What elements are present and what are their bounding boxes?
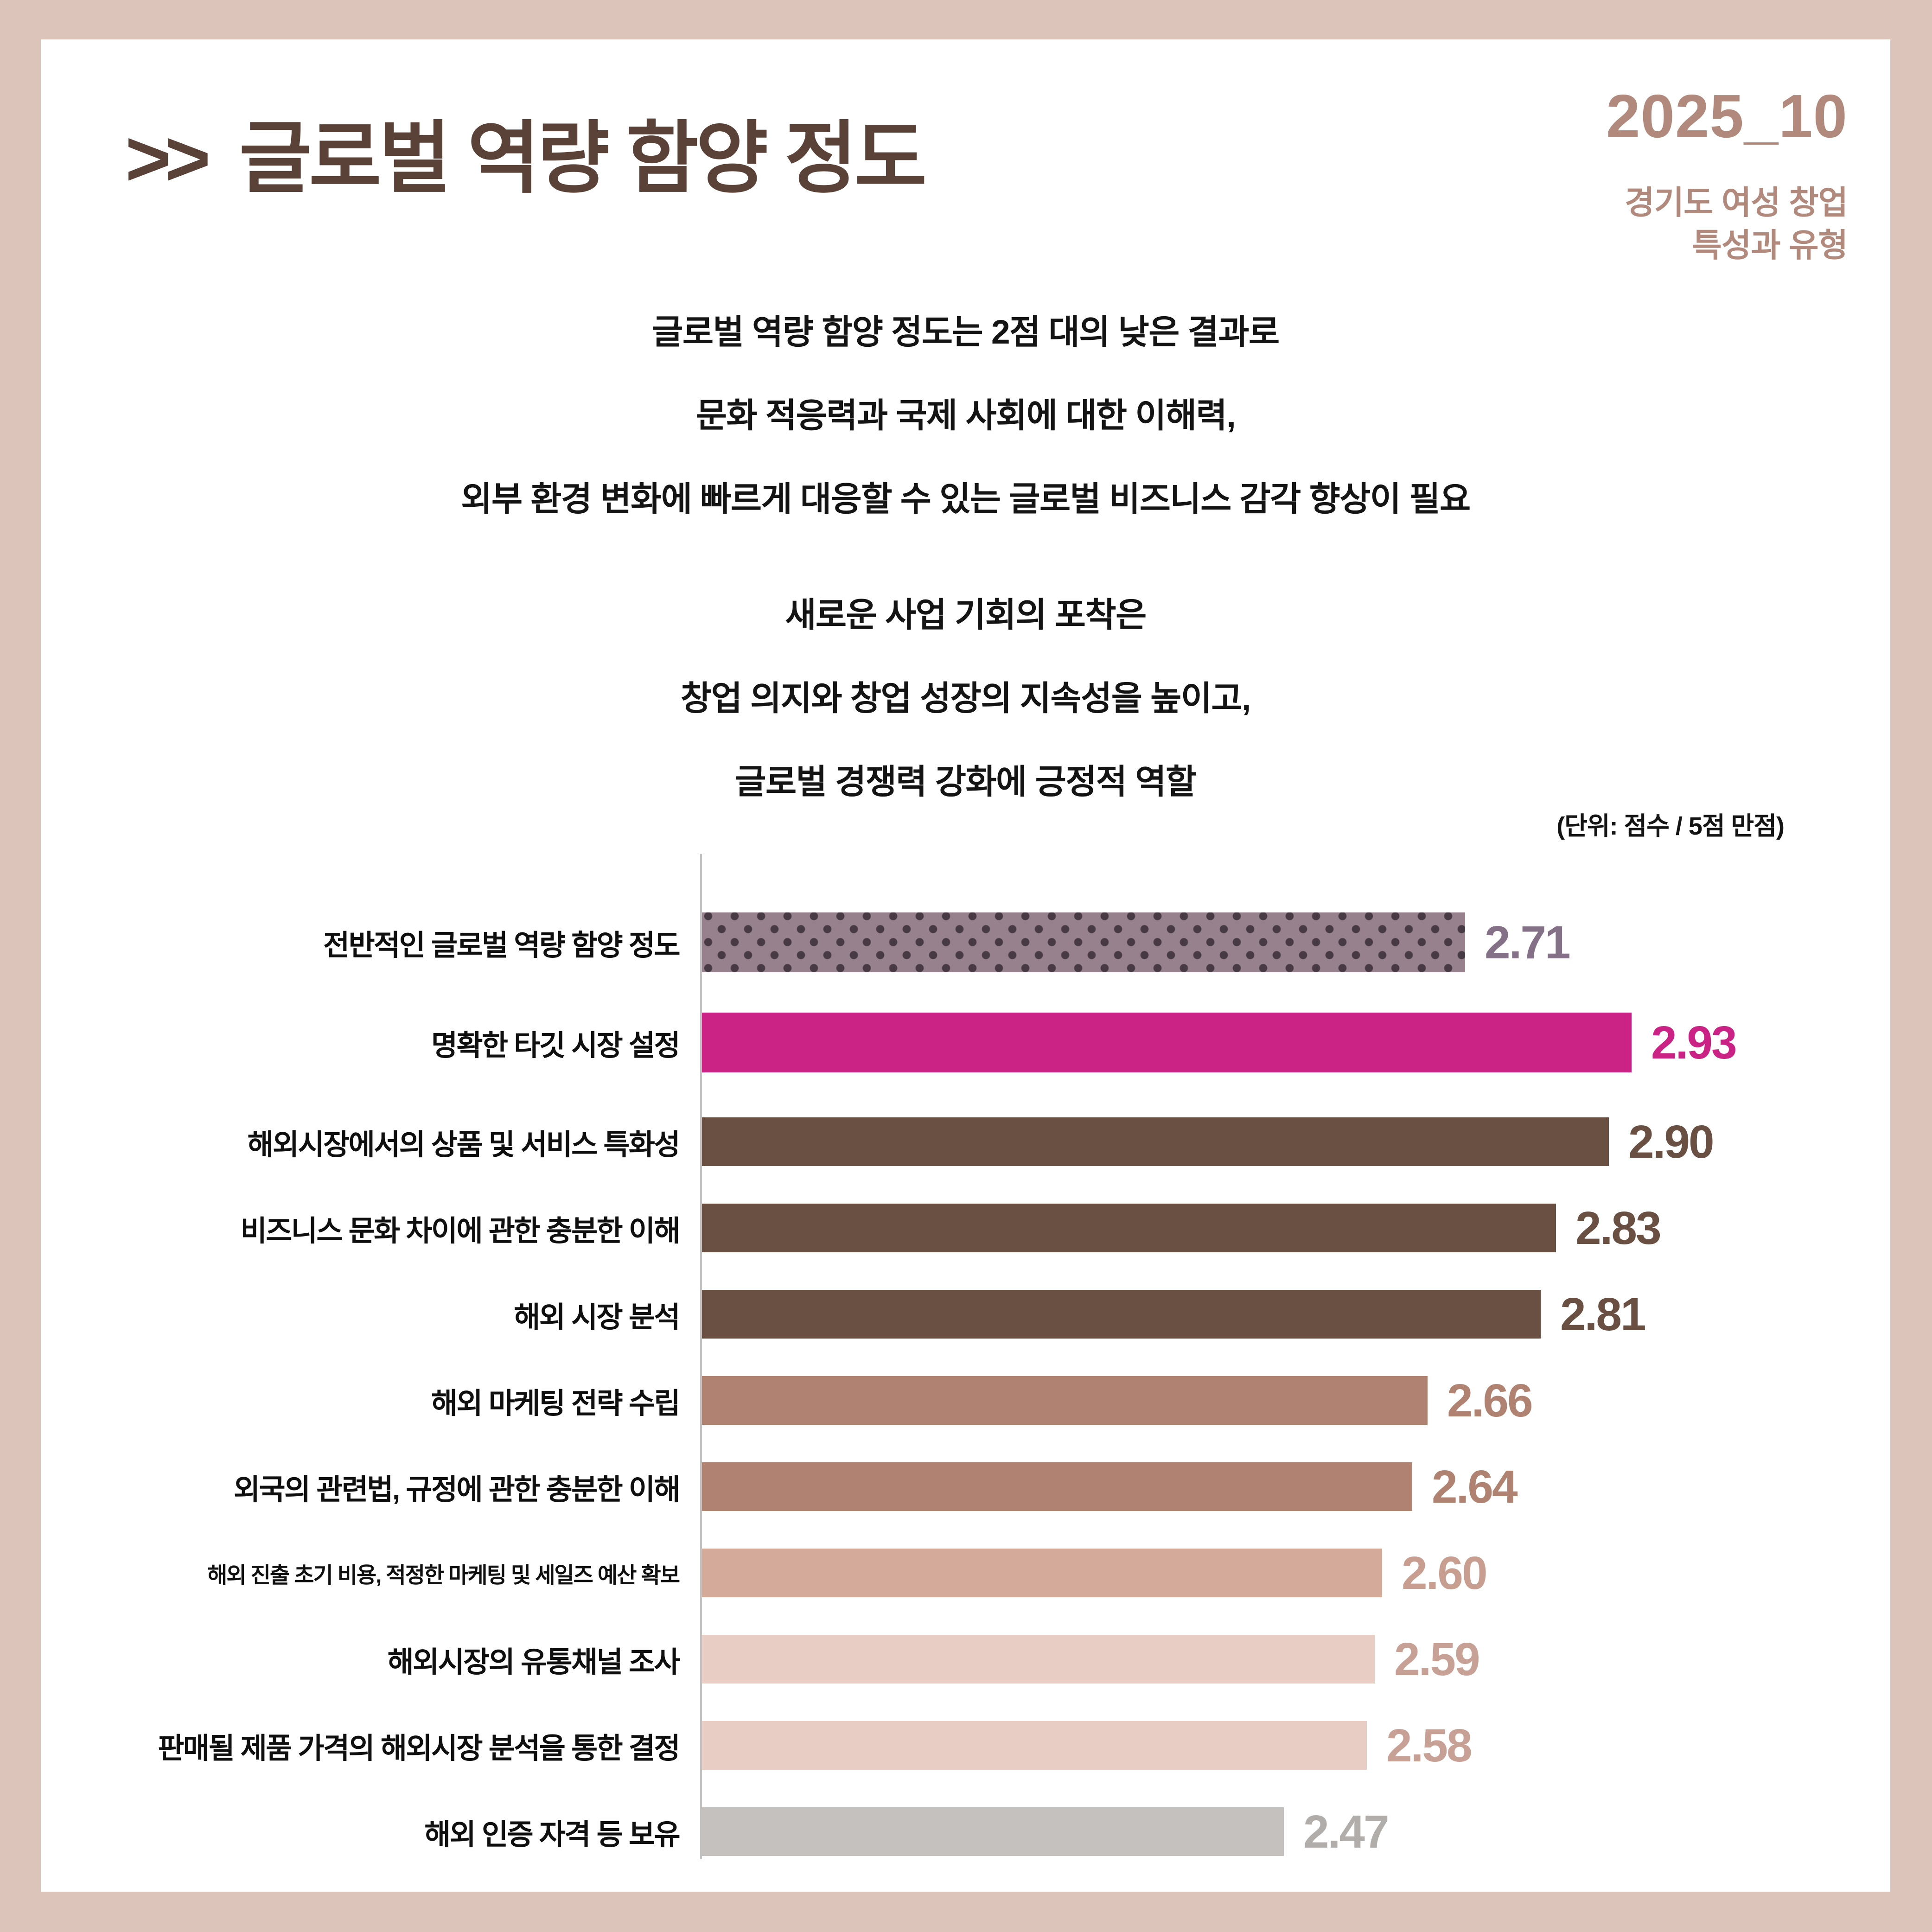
value-label: 2.64 [1432, 1460, 1518, 1513]
bar [702, 1204, 1556, 1252]
value-label: 2.71 [1485, 916, 1571, 969]
report-subtitle-line1: 경기도 여성 창업 [1625, 185, 1848, 221]
value-label: 2.83 [1575, 1202, 1662, 1254]
bar-chart: 전반적인 글로벌 역량 함양 정도 2.71 명확한 타깃 시장 설정 2.93 해외시… [41, 854, 1890, 1859]
chart-row: 해외시장에서의 상품 및 서비스 특화성 2.90 [41, 1117, 1890, 1166]
double-chevron-icon: >> [125, 115, 211, 203]
chart-row: 판매될 제품 가격의 해외시장 분석을 통한 결정 2.58 [41, 1721, 1890, 1770]
category-label: 해외 진출 초기 비용, 적정한 마케팅 및 세일즈 예산 확보 [207, 1562, 680, 1587]
category-label: 판매될 제품 가격의 해외시장 분석을 통한 결정 [158, 1732, 680, 1765]
intro-line: 글로벌 역량 함양 정도는 2점 대의 낮은 결과로 [652, 313, 1280, 351]
bar [702, 1013, 1632, 1072]
value-label: 2.47 [1303, 1805, 1390, 1858]
bar [702, 1117, 1609, 1166]
value-label: 2.59 [1394, 1633, 1480, 1685]
chart-row: 전반적인 글로벌 역량 함양 정도 2.71 [41, 912, 1890, 972]
bar [702, 1376, 1428, 1425]
intro-line: 문화 적응력과 국제 사회에 대한 이해력, [695, 397, 1236, 434]
chart-row: 해외시장의 유통채널 조사 2.59 [41, 1635, 1890, 1683]
bar [702, 1635, 1375, 1683]
category-label: 외국의 관련법, 규정에 관한 충분한 이해 [234, 1473, 681, 1506]
bar [702, 1462, 1412, 1511]
bar [702, 912, 1465, 972]
chart-row: 해외 시장 분석 2.81 [41, 1290, 1890, 1339]
intro-line: 글로벌 경쟁력 강화에 긍정적 역할 [735, 763, 1197, 801]
chart-axis-line [700, 854, 702, 1859]
category-label: 해외시장의 유통채널 조사 [387, 1646, 681, 1678]
chart-row: 해외 진출 초기 비용, 적정한 마케팅 및 세일즈 예산 확보 2.60 [41, 1549, 1890, 1597]
value-label: 2.60 [1402, 1547, 1488, 1599]
category-label: 해외 시장 분석 [514, 1301, 680, 1333]
page-title-text: 글로벌 역량 함양 정도 [239, 115, 927, 203]
bar [702, 1721, 1367, 1770]
value-label: 2.93 [1651, 1016, 1737, 1069]
report-subtitle-line2: 특성과 유형 [1692, 227, 1848, 264]
chart-row: 해외 마케팅 전략 수립 2.66 [41, 1376, 1890, 1425]
chart-row: 비즈니스 문화 차이에 관한 충분한 이해 2.83 [41, 1204, 1890, 1252]
unit-note: (단위: 점수 / 5점 만점) [1556, 812, 1785, 840]
report-subtitle: 경기도 여성 창업 특성과 유형 [1606, 181, 1848, 267]
intro-line: 외부 환경 변화에 빠르게 대응할 수 있는 글로벌 비즈니스 감각 향상이 필… [461, 480, 1471, 518]
category-label: 해외 마케팅 전략 수립 [431, 1387, 681, 1420]
category-label: 전반적인 글로벌 역량 함양 정도 [323, 929, 680, 962]
bar [702, 1807, 1284, 1856]
category-label: 비즈니스 문화 차이에 관한 충분한 이해 [240, 1215, 681, 1247]
bar [702, 1290, 1541, 1339]
chart-row: 외국의 관련법, 규정에 관한 충분한 이해 2.64 [41, 1462, 1890, 1511]
intro-paragraph-1: 글로벌 역량 함양 정도는 2점 대의 낮은 결과로 문화 적응력과 국제 사회… [41, 291, 1890, 541]
chart-row: 명확한 타깃 시장 설정 2.93 [41, 1013, 1890, 1072]
chart-row: 해외 인증 자격 등 보유 2.47 [41, 1807, 1890, 1856]
header-meta: 2025_10 경기도 여성 창업 특성과 유형 [1606, 86, 1848, 267]
category-label: 해외시장에서의 상품 및 서비스 특화성 [247, 1129, 680, 1161]
category-label: 해외 인증 자격 등 보유 [424, 1818, 680, 1851]
value-label: 2.81 [1560, 1288, 1646, 1340]
value-label: 2.58 [1386, 1719, 1473, 1772]
bar [702, 1549, 1382, 1597]
value-label: 2.90 [1628, 1116, 1715, 1168]
intro-line: 창업 의지와 창업 성장의 지속성을 높이고, [681, 680, 1251, 717]
intro-paragraph-2: 새로운 사업 기회의 포착은 창업 의지와 창업 성장의 지속성을 높이고, 글… [41, 574, 1890, 824]
report-date: 2025_10 [1606, 82, 1848, 150]
page-title: >> 글로벌 역량 함양 정도 [125, 94, 927, 208]
category-label: 명확한 타깃 시장 설정 [431, 1029, 681, 1062]
intro-line: 새로운 사업 기회의 포착은 [785, 596, 1147, 634]
card: >> 글로벌 역량 함양 정도 2025_10 경기도 여성 창업 특성과 유형… [41, 39, 1890, 1892]
value-label: 2.66 [1447, 1374, 1533, 1427]
